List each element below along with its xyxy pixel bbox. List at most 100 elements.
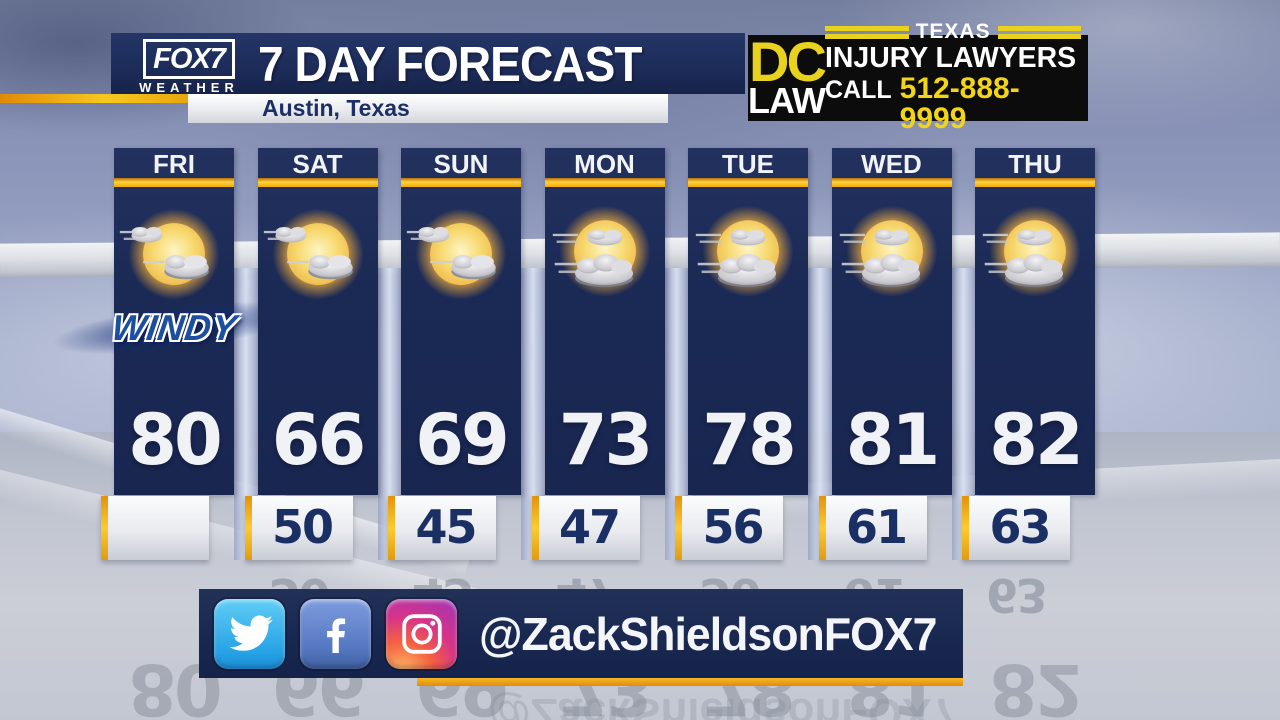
day-label: SUN: [433, 149, 489, 179]
day-accent-bar: [975, 178, 1095, 187]
instagram-icon: [386, 598, 457, 669]
high-temperature: 66: [271, 399, 366, 481]
day-label: TUE: [722, 149, 774, 179]
windy-label: WINDY: [108, 307, 240, 348]
social-bar-underline: [417, 678, 963, 686]
station-logo-sub: WEATHER: [139, 80, 239, 95]
reflection-low-temperature: 63: [985, 568, 1046, 622]
low-temperature-box: 45: [388, 496, 496, 560]
studio-glass-divider: [521, 268, 545, 560]
ad-decor-bars: [824, 25, 909, 39]
social-bar: @ZackShieldsonFOX7: [199, 589, 963, 678]
social-handle: @ZackShieldsonFOX7: [479, 607, 937, 660]
header-gold-stripe: [0, 94, 190, 103]
low-temperature-box: [101, 496, 209, 560]
ad-region-label: TEXAS: [915, 20, 991, 43]
high-temperature: 80: [128, 399, 222, 481]
facebook-icon: [300, 598, 371, 669]
ad-tagline: INJURY LAWYERS: [824, 42, 1077, 74]
reflection-high-temperature: 82: [989, 648, 1081, 720]
low-temperature: 63: [989, 500, 1051, 554]
day-label: MON: [574, 149, 635, 179]
forecast-day-column-fri: FRI: [50, 148, 298, 495]
low-box-accent-stripe: [244, 496, 252, 560]
day-accent-bar: [114, 178, 234, 187]
mostly-cloudy-icon: [552, 205, 650, 297]
low-box-accent-stripe: [962, 496, 969, 560]
partly-cloudy-icon: [263, 208, 363, 300]
low-temperature-box: 50: [244, 496, 353, 560]
ad-decor-bars: [997, 25, 1082, 39]
low-temperature: 47: [558, 500, 621, 554]
low-temperature: 50: [271, 500, 334, 554]
low-box-accent-stripe: [531, 496, 539, 560]
page-title: 7 DAY FORECAST: [258, 38, 643, 92]
twitter-icon: [214, 598, 285, 669]
forecast-day-column-thu: THU: [975, 148, 1095, 495]
forecast-day-column-mon: MON: [544, 148, 665, 495]
high-temperature: 69: [415, 399, 509, 481]
partly-cloudy-icon: [119, 208, 220, 300]
weather-condition-icon: [258, 196, 378, 318]
ad-call-row: CALL 512-888-9999: [825, 74, 1081, 134]
low-temperature: 45: [415, 500, 477, 554]
ad-call-label: CALL: [824, 76, 892, 104]
station-logo-name: FOX7: [143, 39, 235, 79]
day-label: FRI: [153, 149, 195, 179]
low-temperature-box: 56: [675, 496, 783, 560]
low-temperature: 56: [702, 500, 764, 554]
high-temperature: 78: [702, 399, 796, 481]
header-bar: FOX7 WEATHER 7 DAY FORECAST: [111, 33, 745, 95]
day-label: WED: [861, 149, 922, 179]
forecast-day-column-sat: SAT: [257, 148, 378, 495]
station-logo: FOX7 WEATHER: [131, 39, 247, 95]
day-accent-bar: [831, 178, 952, 187]
high-temperature: 81: [845, 399, 940, 481]
low-box-accent-stripe: [818, 496, 826, 560]
low-temperature-box: 63: [962, 496, 1070, 560]
location-label: Austin, Texas: [262, 95, 410, 121]
weather-condition-icon: [975, 196, 1095, 318]
weather-condition-icon: [401, 196, 521, 318]
day-accent-bar: [544, 178, 665, 187]
day-accent-bar: [688, 178, 808, 187]
advertisement-banner: DC LAW TEXAS INJURY LAWYERS CALL 512-888…: [748, 20, 1088, 134]
partly-cloudy-icon: [406, 208, 507, 300]
day-label: SAT: [292, 149, 343, 179]
studio-glass-divider: [377, 268, 401, 560]
location-bar: Austin, Texas: [188, 94, 668, 123]
studio-glass-divider: [808, 268, 832, 560]
low-temperature: [108, 496, 209, 560]
weather-condition-icon: [688, 196, 808, 318]
studio-glass-divider: [664, 268, 688, 560]
low-box-accent-stripe: [101, 496, 108, 560]
forecast-day-column-sun: SUN: [401, 148, 521, 495]
high-temperature: 82: [989, 399, 1083, 481]
ad-copy: TEXAS INJURY LAWYERS CALL 512-888-9999: [824, 20, 1089, 134]
low-temperature: 61: [845, 500, 908, 554]
low-box-accent-stripe: [388, 496, 395, 560]
studio-glass-divider: [951, 268, 975, 560]
high-temperature: 73: [558, 399, 653, 481]
ad-region-row: TEXAS: [824, 20, 1082, 43]
ad-brand: DC LAW: [748, 29, 827, 121]
day-accent-bar: [401, 178, 521, 187]
weather-condition-icon: [545, 196, 665, 318]
weather-condition-icon: [832, 196, 952, 318]
weather-condition-icon: [114, 196, 234, 318]
day-label: THU: [1008, 149, 1062, 179]
ad-brand-line1: DC: [749, 29, 827, 93]
forecast-day-column-wed: WED: [831, 148, 952, 495]
ad-brand-line2: LAW: [748, 79, 826, 121]
low-box-accent-stripe: [675, 496, 682, 560]
reflection-social-handle: @ZackShieldsonFOX7: [487, 689, 957, 720]
mostly-cloudy-icon: [982, 205, 1081, 297]
low-temperature-box: 47: [531, 496, 640, 560]
mostly-cloudy-icon: [839, 205, 937, 297]
day-accent-bar: [257, 178, 378, 187]
ad-phone-number: 512-888-9999: [899, 72, 1020, 135]
low-temperature-box: 61: [818, 496, 927, 560]
forecast-day-column-tue: TUE: [688, 148, 808, 495]
mostly-cloudy-icon: [695, 205, 794, 297]
